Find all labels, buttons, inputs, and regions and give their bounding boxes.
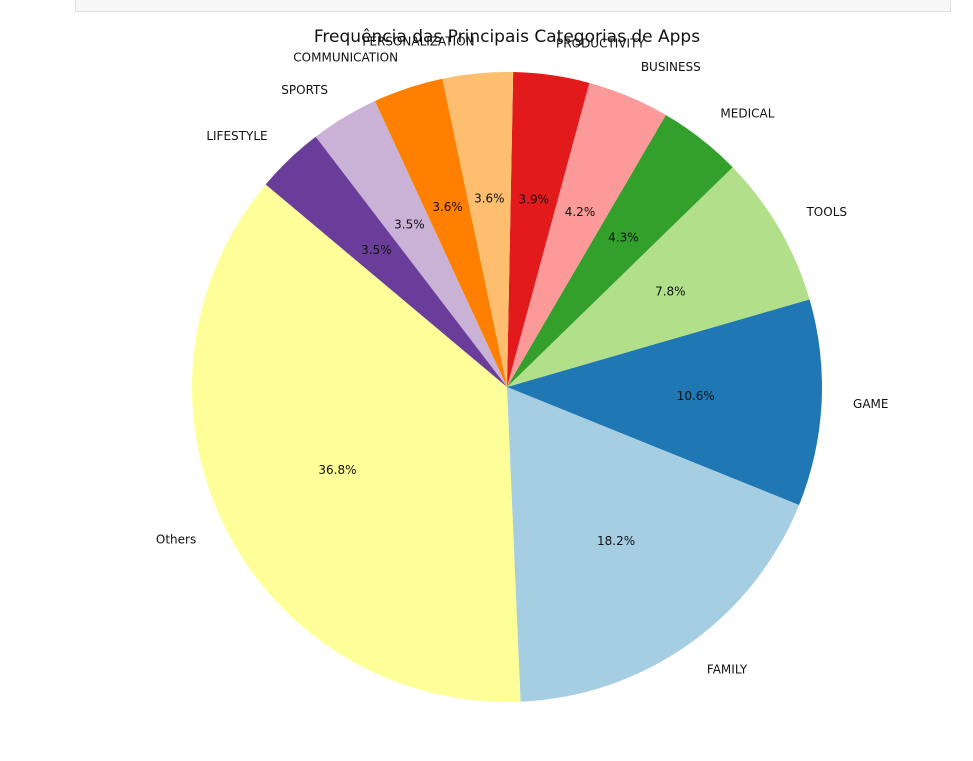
pie-slice-productivity <box>507 72 590 387</box>
pie-slice-game <box>507 299 822 506</box>
pct-label-lifestyle: 3.5% <box>361 243 392 257</box>
pie-slices <box>192 72 822 703</box>
slice-label-game: GAME <box>853 397 888 411</box>
pct-label-family: 18.2% <box>597 534 635 548</box>
slice-label-family: FAMILY <box>707 663 748 677</box>
pct-label-personalization: 3.6% <box>474 191 505 205</box>
slice-label-medical: MEDICAL <box>720 107 774 121</box>
pct-label-tools: 7.8% <box>655 284 686 298</box>
pie-slice-business <box>507 82 666 387</box>
pie-slice-medical <box>507 114 733 387</box>
pct-label-business: 4.2% <box>565 205 596 219</box>
pie-slice-lifestyle <box>265 136 507 387</box>
pie-slice-others <box>192 184 521 703</box>
slice-label-others: Others <box>156 533 196 547</box>
pct-label-communication: 3.6% <box>432 200 463 214</box>
slice-label-communication: COMMUNICATION <box>293 51 398 65</box>
slice-label-productivity: PRODUCTIVITY <box>556 36 645 50</box>
pct-label-productivity: 3.9% <box>519 192 550 206</box>
pie-slice-tools <box>507 167 810 387</box>
slice-label-business: BUSINESS <box>641 60 701 74</box>
chart-title: Frequência das Principais Categorias de … <box>314 27 700 47</box>
pie-slice-communication <box>374 78 507 388</box>
pct-label-sports: 3.5% <box>394 218 425 232</box>
pie-slice-personalization <box>442 72 514 387</box>
pct-label-medical: 4.3% <box>608 231 639 245</box>
pie-slice-sports <box>315 101 507 387</box>
cell-output-bar <box>75 0 951 12</box>
pct-label-others: 36.8% <box>318 463 356 477</box>
pie-slice-family <box>507 387 800 702</box>
pct-label-game: 10.6% <box>677 389 715 403</box>
slice-label-personalization: PERSONALIZATION <box>362 35 474 49</box>
pie-labels: Others 36.8% FAMILY 18.2% GAME 10.6% TOOLS 7.8%… <box>156 35 889 677</box>
slice-label-lifestyle: LIFESTYLE <box>206 129 267 143</box>
slice-label-tools: TOOLS <box>805 205 847 219</box>
slice-label-sports: SPORTS <box>281 83 328 97</box>
